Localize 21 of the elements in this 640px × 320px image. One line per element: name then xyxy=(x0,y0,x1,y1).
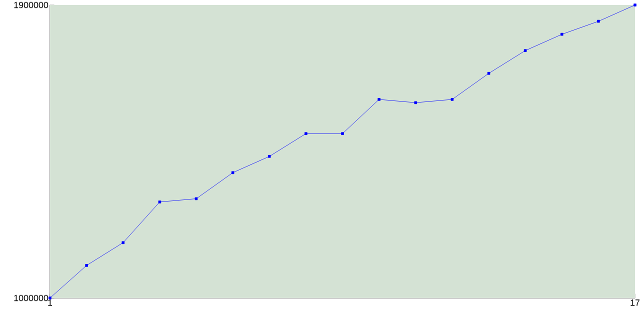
point xyxy=(304,132,308,135)
point xyxy=(597,20,600,23)
point xyxy=(378,98,380,101)
point xyxy=(487,72,490,75)
point xyxy=(231,171,234,174)
y-tick-label: 1900000 xyxy=(14,2,48,8)
x-tick-label: 1 xyxy=(48,300,52,306)
point xyxy=(450,98,454,101)
point xyxy=(194,197,198,200)
point xyxy=(48,296,52,300)
y-tick-label: 1000000 xyxy=(14,294,48,302)
x-tick-label: 17 xyxy=(630,300,640,306)
point xyxy=(414,101,418,104)
point xyxy=(158,200,162,204)
point xyxy=(85,264,88,267)
point xyxy=(268,154,271,158)
point xyxy=(634,4,636,6)
point xyxy=(560,32,564,36)
point xyxy=(524,49,527,52)
point xyxy=(122,241,125,244)
point xyxy=(341,132,344,135)
